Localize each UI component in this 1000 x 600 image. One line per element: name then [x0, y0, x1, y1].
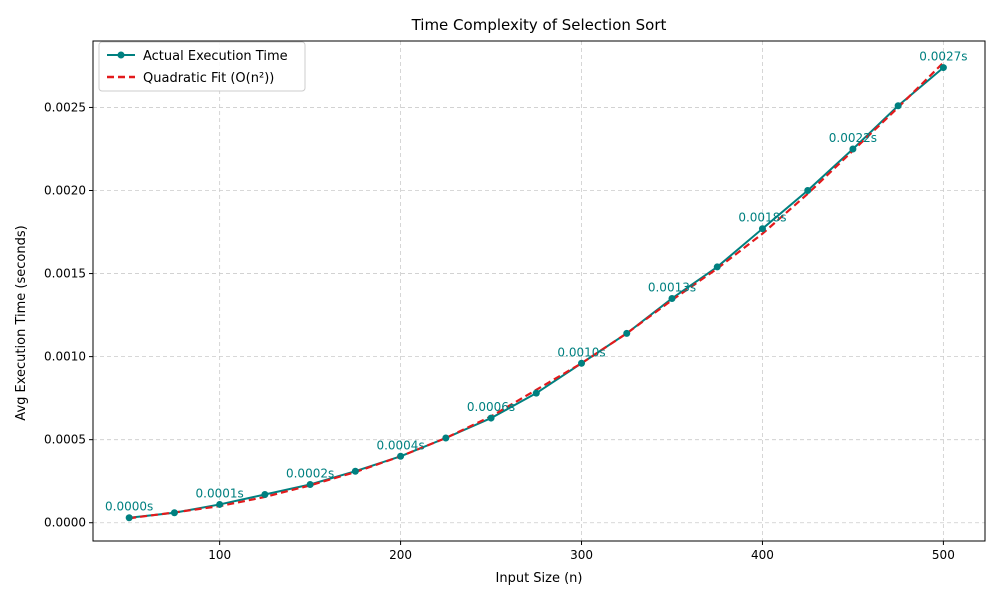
data-point-actual — [532, 389, 540, 397]
y-tick-label: 0.0025 — [44, 100, 86, 114]
data-point-actual — [216, 500, 224, 508]
point-annotation: 0.0004s — [376, 438, 424, 452]
data-point-actual — [125, 514, 133, 522]
data-point-actual — [623, 329, 631, 337]
data-point-actual — [351, 467, 359, 475]
y-tick-label: 0.0000 — [44, 516, 86, 530]
data-point-actual — [261, 490, 269, 498]
data-point-actual — [442, 434, 450, 442]
data-point-actual — [170, 509, 178, 517]
x-tick-label: 500 — [932, 548, 955, 562]
series-line-actual — [129, 66, 945, 519]
data-point-actual — [487, 414, 495, 422]
grid — [93, 41, 985, 541]
legend-label-actual: Actual Execution Time — [143, 49, 288, 64]
chart-title: Time Complexity of Selection Sort — [411, 16, 667, 34]
y-tick-label: 0.0020 — [44, 184, 86, 198]
x-axis-label: Input Size (n) — [496, 571, 583, 586]
y-tick-label: 0.0005 — [44, 433, 86, 447]
legend: Actual Execution Time Quadratic Fit (O(n… — [98, 41, 306, 92]
x-tick-label: 400 — [751, 548, 774, 562]
y-tick-label: 0.0015 — [44, 267, 86, 281]
data-point-actual — [939, 64, 947, 72]
x-tick-label: 200 — [389, 548, 412, 562]
point-annotation: 0.0000s — [105, 500, 153, 514]
annotations: 0.0000s 0.0001s 0.0002s 0.0004s 0.0006s 0.001… — [105, 50, 967, 514]
data-point-actual — [804, 187, 812, 195]
point-annotation: 0.0027s — [919, 50, 967, 64]
x-tick-label: 300 — [570, 548, 593, 562]
data-point-actual — [849, 145, 857, 153]
point-annotation: 0.0002s — [286, 467, 334, 481]
point-annotation: 0.0022s — [829, 131, 877, 145]
point-annotation: 0.0013s — [648, 280, 696, 294]
series-line-fit — [129, 61, 945, 520]
data-point-actual — [397, 452, 405, 460]
plot-frame — [92, 40, 986, 542]
y-tick-label: 0.0010 — [44, 350, 86, 364]
point-annotation: 0.0001s — [196, 486, 244, 500]
axes: 100 200 300 400 500 0.0000 0.0005 0.0010 0.0015 0… — [44, 40, 986, 562]
data-point-actual — [758, 225, 766, 233]
legend-marker-actual — [117, 51, 125, 59]
point-annotation: 0.0006s — [467, 400, 515, 414]
point-annotation: 0.0010s — [557, 345, 605, 359]
data-point-actual — [306, 481, 314, 489]
data-point-actual — [578, 359, 586, 367]
data-point-actual — [894, 102, 902, 110]
legend-label-fit: Quadratic Fit (O(n²)) — [143, 71, 274, 86]
data-point-actual — [713, 263, 721, 271]
series-layer — [125, 61, 947, 522]
x-tick-label: 100 — [208, 548, 231, 562]
data-point-actual — [668, 294, 676, 302]
point-annotation: 0.0018s — [738, 211, 786, 225]
legend-box — [98, 41, 306, 92]
y-axis-label: Avg Execution Time (seconds) — [14, 225, 29, 420]
